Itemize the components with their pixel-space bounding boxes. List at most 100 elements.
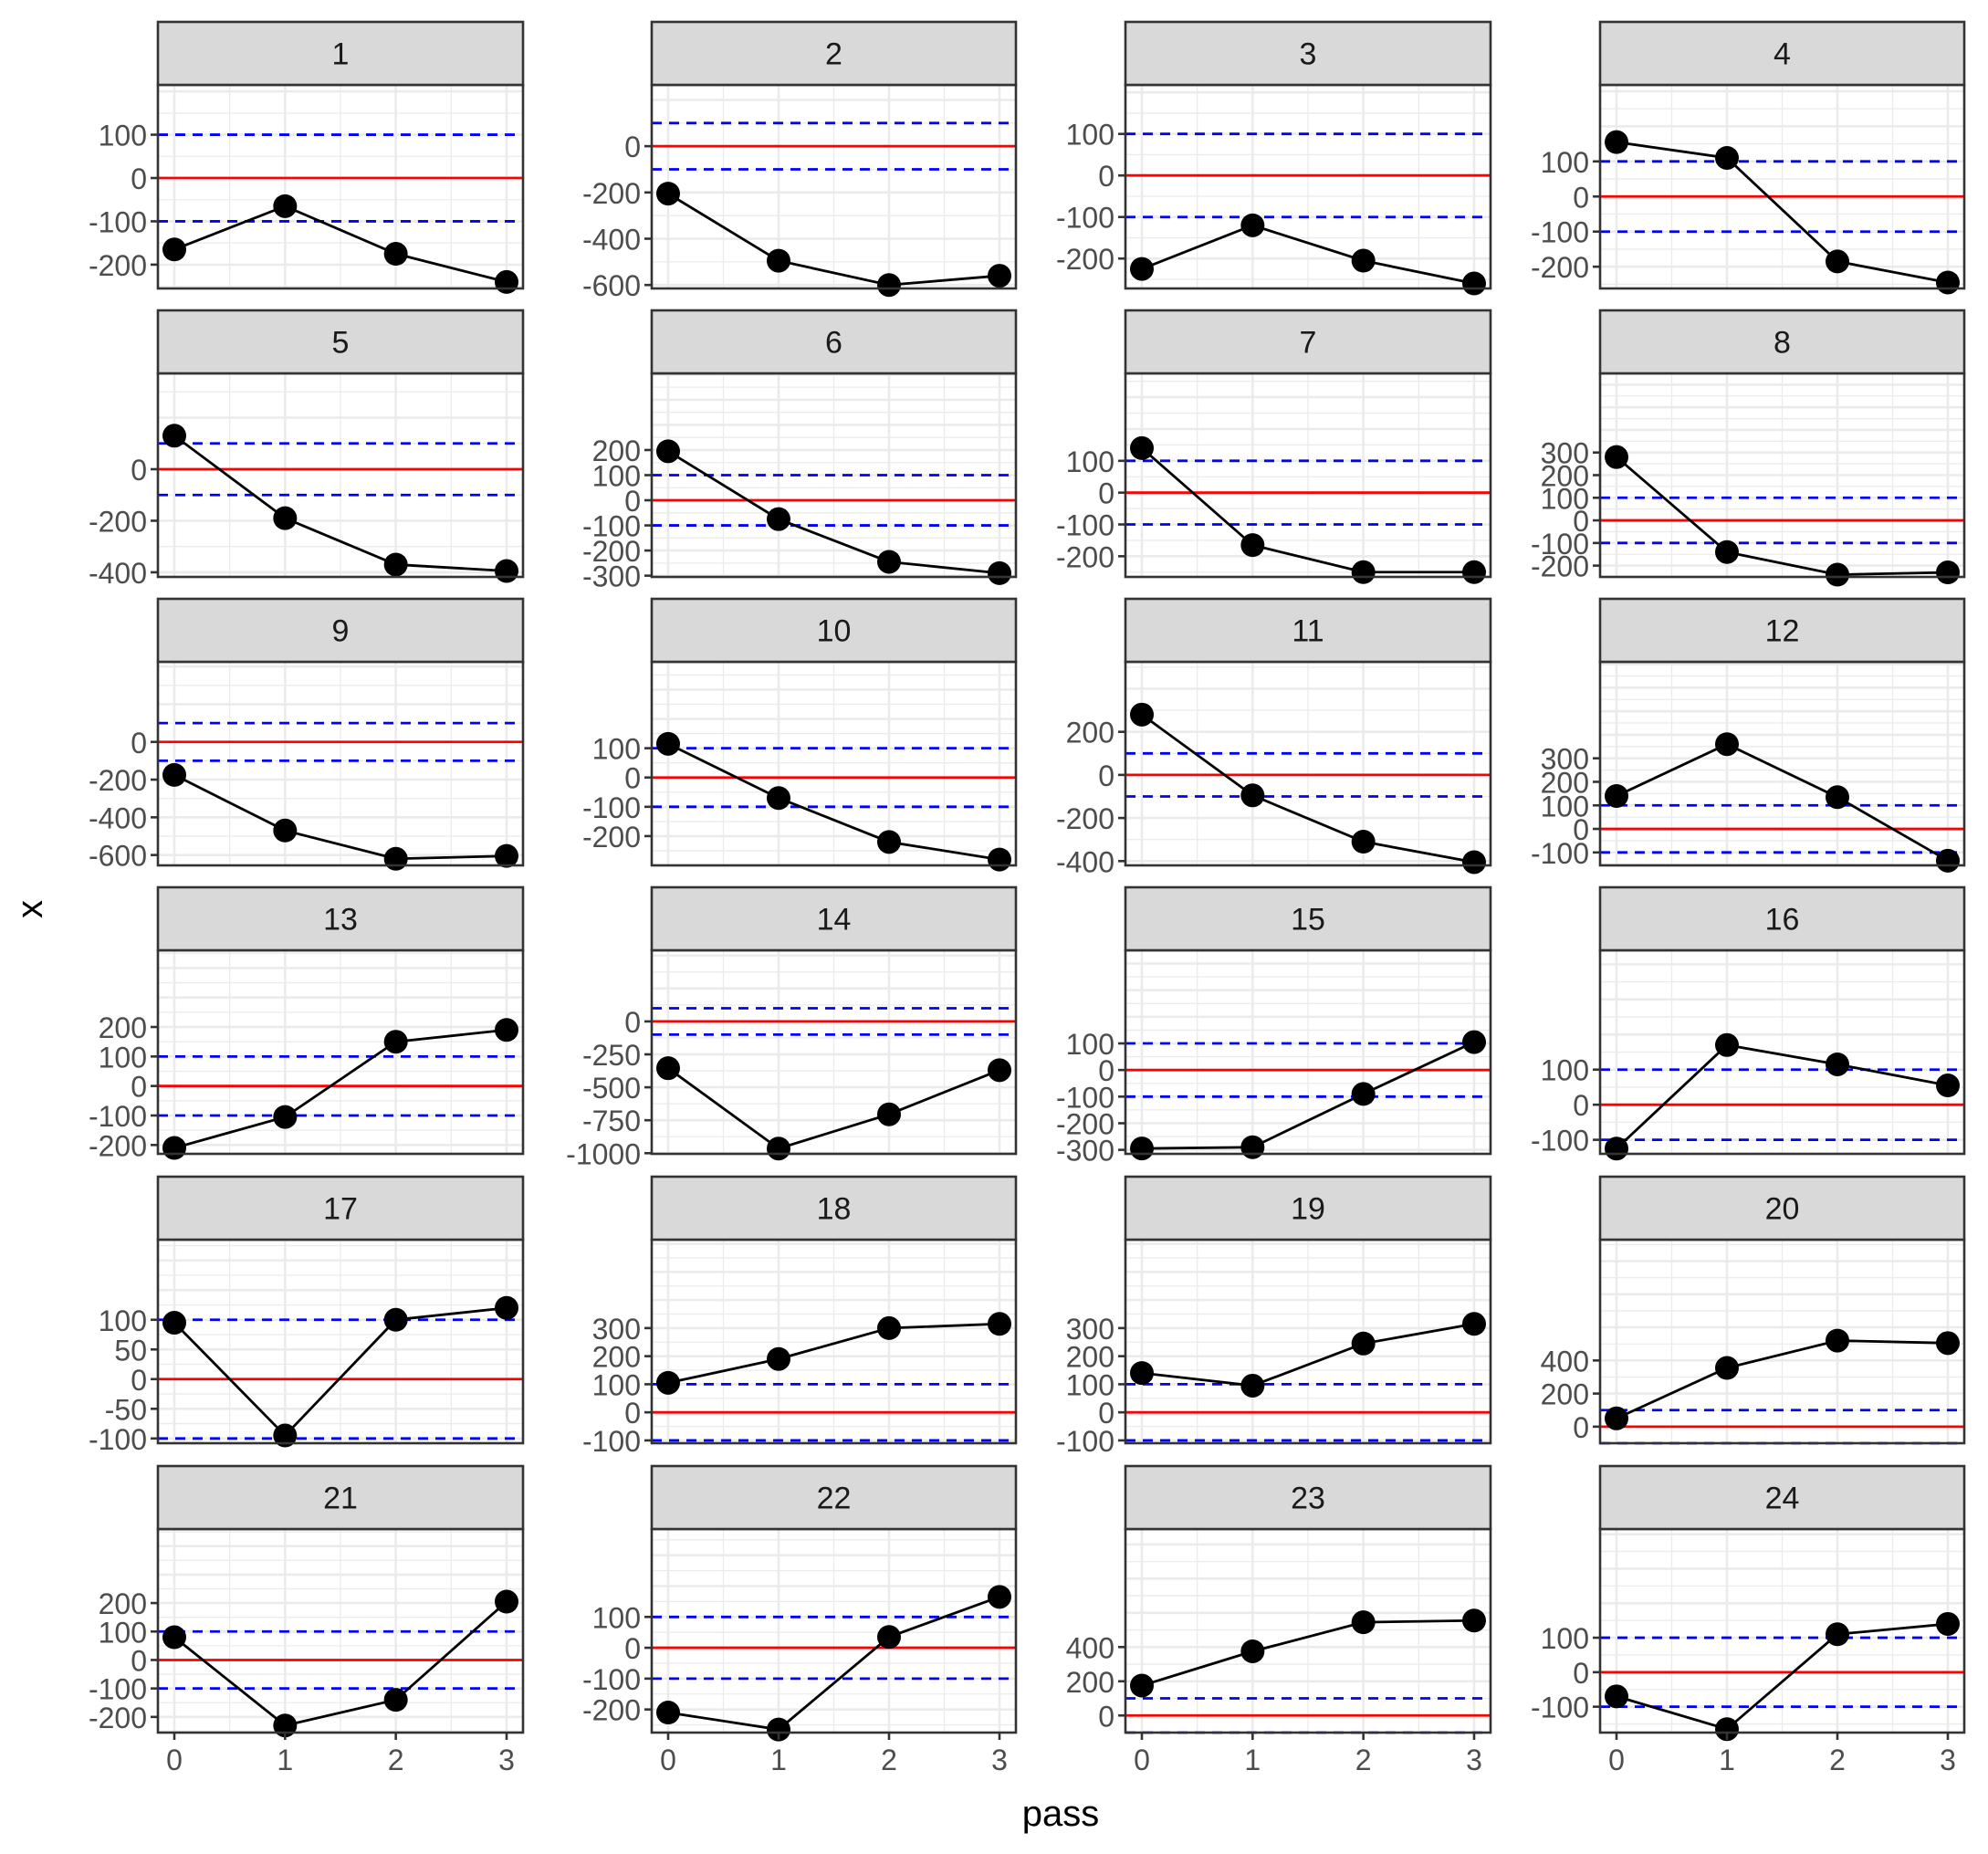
data-point bbox=[495, 1295, 518, 1320]
facet-panel-10: 10 1000-100-200 bbox=[582, 597, 1018, 872]
x-tick-label: 3 bbox=[498, 1744, 515, 1776]
data-point bbox=[273, 1105, 298, 1129]
data-point bbox=[1351, 1610, 1376, 1635]
data-point bbox=[1826, 1622, 1849, 1647]
facet-strip-label: 1 bbox=[332, 37, 350, 72]
data-point bbox=[1826, 1328, 1849, 1353]
x-tick-label: 2 bbox=[1355, 1744, 1372, 1776]
facet-strip-label: 6 bbox=[825, 326, 842, 361]
data-point bbox=[1936, 1331, 1960, 1356]
y-tick-label: -400 bbox=[89, 801, 147, 834]
series-line bbox=[173, 1306, 507, 1438]
series-line bbox=[667, 1067, 1000, 1150]
series-line bbox=[1141, 446, 1474, 574]
y-tick-label: 0 bbox=[131, 454, 147, 487]
y-tick-label: 0 bbox=[131, 727, 147, 759]
facet-strip bbox=[156, 20, 525, 87]
data-point bbox=[1462, 560, 1486, 584]
facet-panel-14: 14 0-250-500-750-1000 bbox=[566, 885, 1018, 1170]
data-point bbox=[162, 762, 186, 787]
y-tick-label: 200 bbox=[592, 435, 641, 467]
data-point bbox=[1462, 1312, 1486, 1336]
facet-panel-3: 3 100 0 -100 -200 bbox=[1056, 20, 1492, 296]
y-tick-label: 0 bbox=[1573, 505, 1589, 538]
y-tick-label: -100 bbox=[1056, 202, 1114, 235]
data-point bbox=[1826, 249, 1849, 274]
data-point bbox=[656, 731, 680, 756]
y-tick-label: -600 bbox=[582, 269, 641, 302]
data-point bbox=[1462, 1030, 1486, 1054]
y-tick-label: 0 bbox=[1573, 181, 1589, 214]
data-point bbox=[1130, 257, 1154, 281]
data-point bbox=[1605, 1136, 1628, 1161]
data-point bbox=[767, 1717, 790, 1742]
y-tick-label: -100 bbox=[582, 510, 641, 543]
data-point bbox=[767, 248, 790, 273]
y-tick-label: 100 bbox=[1066, 119, 1114, 152]
data-point bbox=[656, 1701, 680, 1725]
facet-panel-5: 5 0 -200 -400 bbox=[89, 309, 525, 590]
data-point bbox=[877, 1315, 901, 1340]
y-tick-label: 100 bbox=[592, 1368, 641, 1401]
data-point bbox=[495, 559, 518, 583]
y-tick-label: 100 bbox=[1066, 1028, 1114, 1061]
facet-panel-4: 4 1000-100-200 bbox=[1531, 20, 1966, 295]
y-tick-label: -100 bbox=[89, 1673, 147, 1706]
data-point bbox=[162, 1136, 186, 1160]
data-point bbox=[162, 1625, 186, 1650]
data-point bbox=[495, 1589, 518, 1614]
series-line bbox=[173, 204, 507, 284]
data-point bbox=[1351, 560, 1376, 584]
y-tick-label: 50 bbox=[114, 1334, 147, 1367]
y-tick-label: 200 bbox=[1066, 717, 1114, 749]
facet-strip bbox=[650, 885, 1018, 952]
y-tick-label: 200 bbox=[1066, 1341, 1114, 1374]
y-tick-label: -100 bbox=[1056, 1425, 1114, 1458]
y-tick-label: -200 bbox=[89, 764, 147, 797]
data-point bbox=[1351, 1082, 1376, 1106]
y-tick-label: 0 bbox=[624, 1632, 641, 1665]
facet-strip-label: 19 bbox=[1291, 1192, 1325, 1227]
data-point bbox=[1130, 1361, 1154, 1386]
y-tick-label: 200 bbox=[99, 1587, 147, 1620]
y-tick-label: 200 bbox=[1541, 460, 1589, 493]
y-tick-label: 200 bbox=[1066, 1666, 1114, 1699]
y-tick-label: 0 bbox=[131, 1364, 147, 1397]
y-tick-label: 0 bbox=[1573, 1089, 1589, 1122]
data-point bbox=[1605, 445, 1628, 469]
y-tick-label: -200 bbox=[1531, 550, 1589, 583]
data-point bbox=[1351, 1331, 1376, 1356]
data-point bbox=[988, 560, 1011, 585]
y-tick-label: 100 bbox=[99, 1041, 147, 1074]
facet-strip bbox=[156, 1464, 525, 1531]
y-tick-label: 100 bbox=[1541, 482, 1589, 515]
data-point bbox=[656, 1370, 680, 1395]
y-tick-label: -200 bbox=[89, 505, 147, 538]
y-tick-label: -300 bbox=[1056, 1135, 1114, 1168]
data-point bbox=[273, 194, 298, 218]
data-point bbox=[988, 1585, 1011, 1609]
y-tick-label: 100 bbox=[1541, 790, 1589, 822]
y-tick-label: -100 bbox=[1531, 837, 1589, 870]
data-point bbox=[1130, 1673, 1154, 1698]
facet-strip bbox=[1598, 309, 1966, 375]
data-point bbox=[1715, 1717, 1739, 1742]
y-tick-label: 100 bbox=[99, 120, 147, 152]
facet-strip bbox=[1124, 309, 1492, 375]
facet-strip bbox=[156, 309, 525, 375]
facet-strip-label: 3 bbox=[1300, 37, 1317, 72]
y-tick-label: -100 bbox=[1531, 1692, 1589, 1724]
data-point bbox=[1462, 1608, 1486, 1633]
data-point bbox=[877, 273, 901, 298]
series-line bbox=[1616, 1043, 1949, 1150]
y-tick-label: -200 bbox=[582, 535, 641, 568]
y-tick-label: -300 bbox=[582, 560, 641, 593]
series-line bbox=[1616, 141, 1949, 284]
y-tick-label: -100 bbox=[582, 1425, 641, 1458]
